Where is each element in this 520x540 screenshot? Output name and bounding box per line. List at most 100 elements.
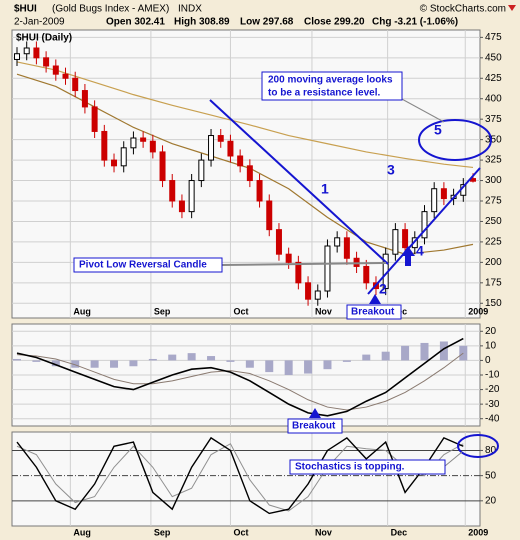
- x-tick-label: Sep: [154, 527, 171, 537]
- candle-body: [43, 57, 50, 67]
- x-tick-label: Aug: [73, 306, 91, 316]
- price-panel: [11, 29, 481, 319]
- y-tick-label: 0: [485, 355, 491, 366]
- candle-body: [149, 140, 156, 153]
- candle-body: [130, 137, 137, 149]
- y-tick-label: 400: [485, 93, 502, 104]
- panel-title: $HUI (Daily): [16, 33, 72, 44]
- stoch-k: [16, 436, 464, 515]
- resistance-ellipse: [418, 119, 492, 161]
- up-arrow: [401, 246, 415, 266]
- wave-label: 3: [387, 162, 395, 178]
- topping-ellipse: [457, 434, 499, 458]
- stoch-d: [16, 443, 464, 512]
- macd-line: [16, 337, 464, 417]
- pivot-label: Pivot Low Reversal Candle: [79, 260, 207, 271]
- candle-body: [227, 140, 234, 157]
- candle-body: [14, 53, 20, 60]
- candle-body: [392, 229, 399, 255]
- histogram-bar: [90, 360, 99, 368]
- plot: AugSepOctNovDec2009AugSepOctNovDec200915…: [12, 30, 502, 537]
- wave-label: 5: [434, 122, 442, 138]
- stoch-note: Stochastics is topping.: [295, 462, 405, 473]
- y-tick-label: 20: [485, 326, 497, 337]
- y-tick-label: 250: [485, 216, 502, 227]
- candle-body: [111, 159, 118, 167]
- histogram-bar: [323, 360, 332, 370]
- y-tick-label: 200: [485, 257, 502, 268]
- histogram-bar: [71, 360, 80, 368]
- y-tick-label: 425: [485, 73, 502, 84]
- x-tick-label: Oct: [233, 527, 248, 537]
- candle-body: [101, 130, 108, 161]
- high: High 308.89: [174, 17, 230, 28]
- candle-body: [120, 147, 127, 167]
- y-tick-label: 50: [485, 470, 497, 481]
- histogram-bar: [304, 360, 313, 374]
- y-tick-label: 275: [485, 196, 502, 207]
- symbol: $HUI: [14, 4, 37, 15]
- change: Chg -3.21 (-1.06%): [372, 17, 458, 28]
- x-tick-label: Nov: [315, 527, 332, 537]
- y-tick-label: 350: [485, 134, 502, 145]
- candle-body: [334, 237, 341, 247]
- close: Close 299.20: [304, 17, 365, 28]
- histogram-bar: [420, 342, 429, 361]
- x-tick-label: Aug: [73, 527, 91, 537]
- candle-body: [421, 211, 428, 239]
- exchange: INDX: [178, 4, 202, 15]
- histogram-bar: [110, 360, 119, 368]
- candle-body: [363, 265, 370, 284]
- candle-body: [159, 151, 166, 182]
- pivot-box: [73, 257, 223, 273]
- downtrend-line: [209, 99, 389, 265]
- candle-body: [305, 282, 312, 300]
- y-tick-label: 20: [485, 495, 497, 506]
- histogram-bar: [168, 354, 177, 361]
- breakout-box: [287, 418, 343, 434]
- open: Open 302.41: [106, 17, 165, 28]
- wave-label: 1: [321, 181, 329, 197]
- histogram-bar: [265, 360, 274, 373]
- stoch-box: [289, 459, 446, 475]
- note-box: [261, 71, 403, 101]
- candle-body: [91, 106, 98, 132]
- candle-body: [23, 47, 30, 55]
- candle-body: [275, 229, 282, 255]
- histogram-bar: [187, 353, 196, 361]
- candle-body: [343, 237, 350, 259]
- y-tick-label: 10: [485, 340, 497, 351]
- candle-body: [402, 229, 409, 249]
- y-tick-label: -30: [485, 399, 500, 410]
- candle-body: [237, 155, 244, 167]
- candle-body: [266, 200, 273, 231]
- x-tick-label: Oct: [233, 306, 248, 316]
- histogram-bar: [401, 345, 410, 361]
- histogram-bar: [129, 360, 138, 367]
- candle-body: [208, 135, 215, 161]
- x-tick-label: Dec: [391, 527, 408, 537]
- histogram-bar: [381, 351, 390, 361]
- y-tick-label: -10: [485, 370, 500, 381]
- histogram-bar: [13, 358, 21, 361]
- candle-body: [33, 47, 40, 59]
- histogram-bar: [362, 354, 371, 361]
- x-tick-label: 2009: [468, 306, 488, 316]
- candle-body: [81, 90, 88, 108]
- candle-body: [256, 180, 263, 202]
- y-tick-label: 80: [485, 445, 497, 456]
- y-tick-label: -20: [485, 384, 500, 395]
- breakout-label: Breakout: [351, 307, 395, 318]
- low: Low 297.68: [240, 17, 294, 28]
- signal-line: [16, 352, 464, 411]
- histogram-bar: [148, 358, 157, 361]
- y-tick-label: 300: [485, 175, 502, 186]
- candle-body: [72, 77, 79, 92]
- candle-body: [188, 180, 195, 213]
- histogram-bar: [207, 356, 216, 361]
- index-name: (Gold Bugs Index - AMEX): [52, 4, 169, 15]
- pointer: [399, 97, 445, 123]
- breakout-box: [346, 304, 402, 320]
- header: $HUI (Gold Bugs Index - AMEX) INDX © Sto…: [14, 4, 516, 44]
